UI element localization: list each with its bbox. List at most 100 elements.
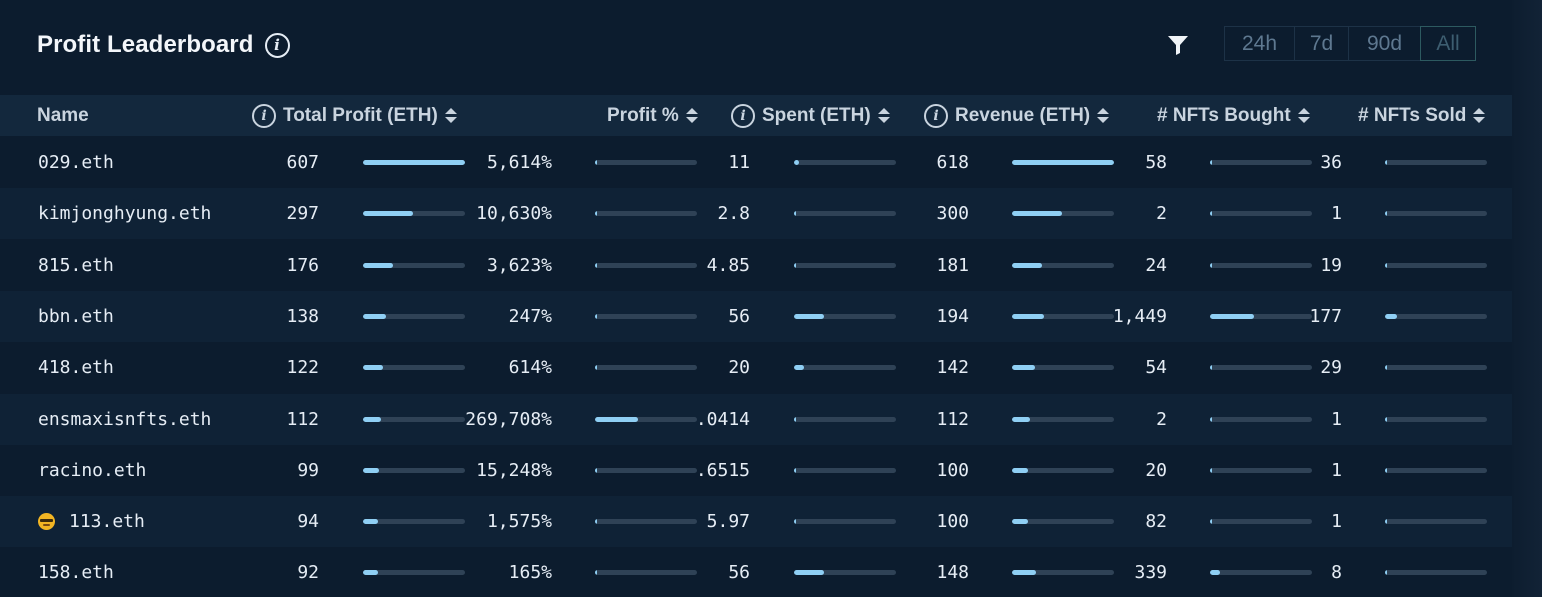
cell-revenue: 148	[936, 562, 969, 583]
title-group: Profit Leaderboard i	[37, 28, 290, 62]
column-header-revenue[interactable]: i Revenue (ETH)	[924, 95, 1110, 136]
spent-bar	[794, 417, 896, 422]
sort-icon[interactable]	[1297, 108, 1310, 123]
range-button-90d[interactable]: 90d	[1348, 26, 1421, 61]
sort-icon[interactable]	[1097, 108, 1110, 123]
profit-pct-bar	[595, 314, 697, 319]
cell-nfts-bought: 339	[1134, 562, 1167, 583]
sort-icon[interactable]	[877, 108, 890, 123]
cell-total-profit: 297	[286, 203, 319, 224]
nfts-bought-bar	[1210, 365, 1312, 370]
total-profit-bar-fill	[363, 519, 378, 524]
name-text: kimjonghyung.eth	[38, 203, 212, 224]
column-header-name[interactable]: Name	[37, 95, 89, 136]
cell-name[interactable]: 815.eth	[38, 240, 114, 291]
name-text: 113.eth	[69, 511, 145, 532]
cell-name[interactable]: 029.eth	[38, 137, 114, 188]
range-button-7d[interactable]: 7d	[1294, 26, 1349, 61]
cell-nfts-bought: 58	[1145, 152, 1167, 173]
revenue-bar-fill	[1012, 468, 1028, 473]
range-button-24h[interactable]: 24h	[1224, 26, 1295, 61]
cell-revenue: 100	[936, 460, 969, 481]
total-profit-bar	[363, 468, 465, 473]
name-text: bbn.eth	[38, 306, 114, 327]
column-header-nfts-bought[interactable]: # NFTs Bought	[1157, 95, 1310, 136]
filter-icon[interactable]	[1166, 34, 1190, 56]
cell-nfts-bought: 54	[1145, 357, 1167, 378]
column-header-nfts-sold[interactable]: # NFTs Sold	[1358, 95, 1486, 136]
revenue-bar	[1012, 160, 1114, 165]
total-profit-bar-fill	[363, 160, 465, 165]
profit-pct-bar	[595, 160, 697, 165]
info-icon[interactable]: i	[731, 103, 755, 128]
profit-pct-bar	[595, 468, 697, 473]
column-header-total-profit[interactable]: i Total Profit (ETH)	[252, 95, 457, 136]
table-row[interactable]: ensmaxisnfts.eth 112 269,708% .0414 112 2 1	[0, 394, 1512, 445]
cell-spent: 56	[728, 562, 750, 583]
nfts-sold-bar-fill	[1385, 365, 1387, 370]
sort-icon[interactable]	[685, 108, 698, 123]
nfts-sold-bar	[1385, 519, 1487, 524]
cell-profit-pct: 1,575%	[486, 511, 552, 532]
profit-pct-bar-fill	[595, 417, 638, 422]
total-profit-bar-fill	[363, 570, 378, 575]
sort-icon[interactable]	[1473, 108, 1486, 123]
info-icon[interactable]: i	[252, 103, 276, 128]
cell-profit-pct: 269,708%	[465, 409, 552, 430]
cell-name[interactable]: ensmaxisnfts.eth	[38, 394, 211, 445]
range-button-all[interactable]: All	[1420, 26, 1476, 61]
cell-spent: 11	[728, 152, 750, 173]
revenue-bar	[1012, 570, 1114, 575]
info-icon[interactable]: i	[264, 32, 290, 58]
nfts-sold-bar-fill	[1385, 314, 1397, 319]
cell-revenue: 142	[936, 357, 969, 378]
profit-pct-bar-fill	[595, 160, 597, 165]
nfts-bought-bar	[1210, 417, 1312, 422]
table-row[interactable]: 158.eth 92 165% 56 148 339 8	[0, 547, 1512, 597]
total-profit-bar	[363, 365, 465, 370]
nfts-bought-bar-fill	[1210, 365, 1212, 370]
nfts-sold-bar	[1385, 160, 1487, 165]
cell-spent: .0414	[695, 409, 750, 430]
profit-pct-bar	[595, 211, 697, 216]
cell-spent: 20	[728, 357, 750, 378]
nfts-bought-bar-fill	[1210, 519, 1212, 524]
profit-pct-bar-fill	[595, 211, 597, 216]
info-icon[interactable]: i	[924, 103, 948, 128]
nfts-sold-bar-fill	[1385, 263, 1387, 268]
revenue-bar-fill	[1012, 365, 1035, 370]
nfts-sold-bar-fill	[1385, 211, 1387, 216]
table-row[interactable]: 815.eth 176 3,623% 4.85 181 24 19	[0, 240, 1512, 291]
spent-bar-fill	[794, 570, 824, 575]
spent-bar	[794, 570, 896, 575]
revenue-bar	[1012, 365, 1114, 370]
cell-nfts-sold: 1	[1331, 460, 1342, 481]
table-row[interactable]: 029.eth 607 5,614% 11 618 58 36	[0, 137, 1512, 188]
cell-name[interactable]: bbn.eth	[38, 291, 114, 342]
cell-name[interactable]: kimjonghyung.eth	[38, 188, 211, 239]
spent-bar	[794, 263, 896, 268]
nfts-bought-bar	[1210, 468, 1312, 473]
cell-name[interactable]: 113.eth	[38, 496, 145, 547]
cell-total-profit: 112	[286, 409, 319, 430]
column-header-spent[interactable]: i Spent (ETH)	[731, 95, 890, 136]
scroll-edge	[1512, 0, 1542, 597]
cell-total-profit: 99	[297, 460, 319, 481]
table-row[interactable]: kimjonghyung.eth 297 10,630% 2.8 300 2 1	[0, 188, 1512, 239]
cell-revenue: 100	[936, 511, 969, 532]
cell-nfts-bought: 2	[1156, 409, 1167, 430]
cell-name[interactable]: racino.eth	[38, 445, 146, 496]
column-header-label: Revenue (ETH)	[955, 104, 1091, 126]
profit-pct-bar	[595, 263, 697, 268]
cell-total-profit: 176	[286, 255, 319, 276]
cell-nfts-sold: 29	[1320, 357, 1342, 378]
cell-name[interactable]: 158.eth	[38, 547, 114, 597]
table-row[interactable]: 418.eth 122 614% 20 142 54 29	[0, 342, 1512, 393]
table-row[interactable]: bbn.eth 138 247% 56 194 1,449 177	[0, 291, 1512, 342]
table-row[interactable]: 113.eth 94 1,575% 5.97 100 82 1	[0, 496, 1512, 547]
cell-name[interactable]: 418.eth	[38, 342, 114, 393]
sort-icon[interactable]	[444, 108, 457, 123]
table-row[interactable]: racino.eth 99 15,248% .6515 100 20 1	[0, 445, 1512, 496]
column-header-profit-pct[interactable]: Profit %	[607, 95, 698, 136]
total-profit-bar	[363, 263, 465, 268]
